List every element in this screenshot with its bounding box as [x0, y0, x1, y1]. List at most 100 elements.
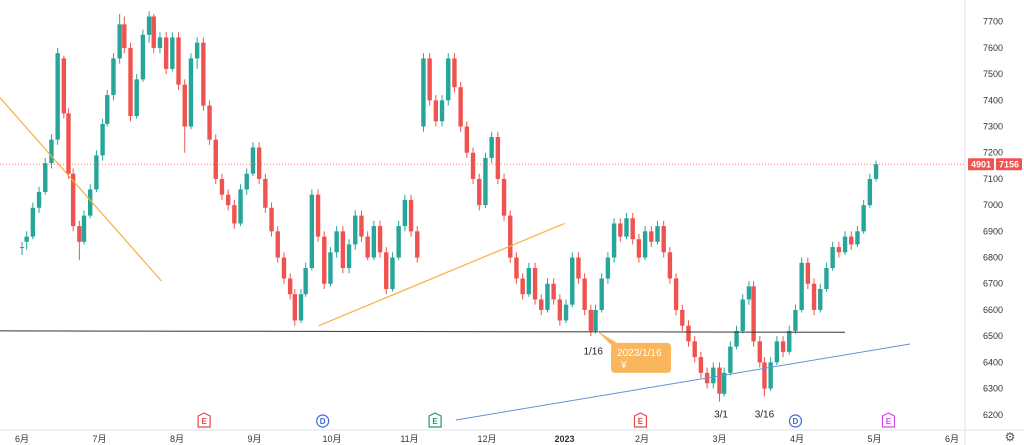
candle-body — [207, 105, 212, 140]
price-badge-left-text: 4901 — [971, 159, 991, 169]
annotations: 1/16 3/1 3/16 2023/1/16¥ — [583, 330, 775, 420]
candle-body — [563, 304, 569, 321]
candle-body — [717, 367, 722, 394]
settings-gear-icon[interactable]: ⚙ — [1005, 430, 1016, 444]
candle-body — [483, 157, 488, 206]
candle-body — [818, 288, 823, 310]
candle-body — [303, 268, 308, 295]
earnings-event-icon[interactable] — [633, 412, 648, 428]
candle-body — [384, 252, 389, 289]
candle-body — [793, 309, 798, 331]
x-tick-label: 10月 — [322, 434, 341, 444]
candle-body — [762, 362, 767, 389]
date-label-3-1: 3/1 — [714, 409, 728, 420]
candle-body — [287, 278, 293, 295]
x-tick-label: 9月 — [247, 434, 261, 444]
candle-body — [873, 164, 879, 179]
candle-body — [225, 194, 231, 206]
x-tick-label: 11月 — [400, 434, 418, 444]
date-label-1-16: 1/16 — [583, 346, 603, 357]
candle-body — [43, 163, 48, 193]
candle-body — [495, 137, 501, 179]
candle-body — [686, 325, 691, 342]
candle-body — [576, 257, 581, 279]
candle-body — [66, 113, 71, 174]
earnings-event-icon[interactable] — [428, 412, 442, 428]
x-tick-label: 5月 — [867, 434, 881, 444]
candle-body — [100, 123, 105, 156]
candle-body — [470, 152, 476, 179]
date-label-3-16: 3/16 — [755, 409, 775, 420]
candle-body — [477, 178, 482, 206]
candle-body — [81, 215, 87, 242]
candle-body — [298, 294, 304, 321]
dividend-event-icon[interactable] — [788, 414, 803, 428]
candle-body — [263, 178, 268, 208]
candle-body — [642, 231, 648, 258]
candle-body — [188, 58, 194, 127]
note-pointer — [597, 330, 618, 345]
candle-body — [117, 24, 122, 59]
candle-body — [680, 309, 685, 326]
x-tick-label: 7月 — [92, 434, 106, 444]
dividend-event-icon[interactable] — [316, 414, 330, 428]
y-tick-label: 6900 — [983, 226, 1003, 236]
candle-body — [799, 262, 804, 310]
note-box[interactable] — [611, 342, 672, 373]
x-tick-label: 12月 — [477, 434, 496, 444]
earnings-event-icon[interactable] — [881, 412, 896, 428]
candle-body — [140, 34, 146, 80]
y-tick-label: 6600 — [983, 305, 1003, 315]
candle-body — [667, 252, 673, 279]
x-tick-label: 8月 — [170, 434, 184, 444]
candle-body — [232, 205, 237, 224]
candle-body — [551, 283, 556, 300]
candle-body — [322, 236, 327, 284]
candle-body — [757, 341, 762, 363]
candle-body — [861, 205, 866, 232]
candle-body — [811, 283, 817, 310]
candle-body — [780, 341, 786, 352]
candle-body — [170, 37, 175, 69]
candle-body — [532, 268, 538, 300]
candle-body — [746, 286, 752, 300]
earnings-event-icon[interactable] — [197, 412, 211, 428]
candle-body — [359, 215, 364, 237]
candle-body — [458, 87, 463, 127]
candle-body — [599, 278, 604, 310]
x-tick-label: 3月 — [712, 434, 726, 444]
candle-body — [244, 173, 249, 190]
candle-body — [365, 236, 370, 258]
y-tick-label: 6300 — [983, 384, 1003, 394]
uptrend-line-orange — [318, 222, 565, 327]
candle-body — [415, 231, 420, 258]
candle-body — [526, 268, 532, 295]
candle-body — [836, 247, 842, 253]
candle-body — [105, 95, 110, 124]
candle-body — [611, 223, 617, 258]
candle-body — [275, 231, 280, 258]
candle-body — [182, 84, 187, 127]
candle-body — [649, 231, 654, 242]
y-tick-label: 7600 — [983, 43, 1003, 53]
candle-body — [520, 278, 525, 295]
candle-body — [427, 58, 432, 101]
candle-body — [88, 189, 93, 216]
candle-body — [309, 194, 315, 269]
candle-body — [711, 367, 716, 384]
x-tick-label: 6月 — [945, 434, 959, 444]
candle-body — [421, 58, 426, 127]
candle-body — [618, 223, 623, 237]
event-label: E — [886, 417, 892, 426]
candle-body — [238, 189, 243, 224]
event-label: D — [793, 417, 799, 426]
candle-body — [545, 283, 550, 310]
candle-body — [30, 207, 36, 237]
candle-body — [201, 42, 206, 106]
downtrend-line — [0, 97, 162, 282]
candle-body — [163, 37, 169, 69]
candle-body — [824, 268, 829, 289]
note-subtext: ¥ — [620, 360, 627, 371]
